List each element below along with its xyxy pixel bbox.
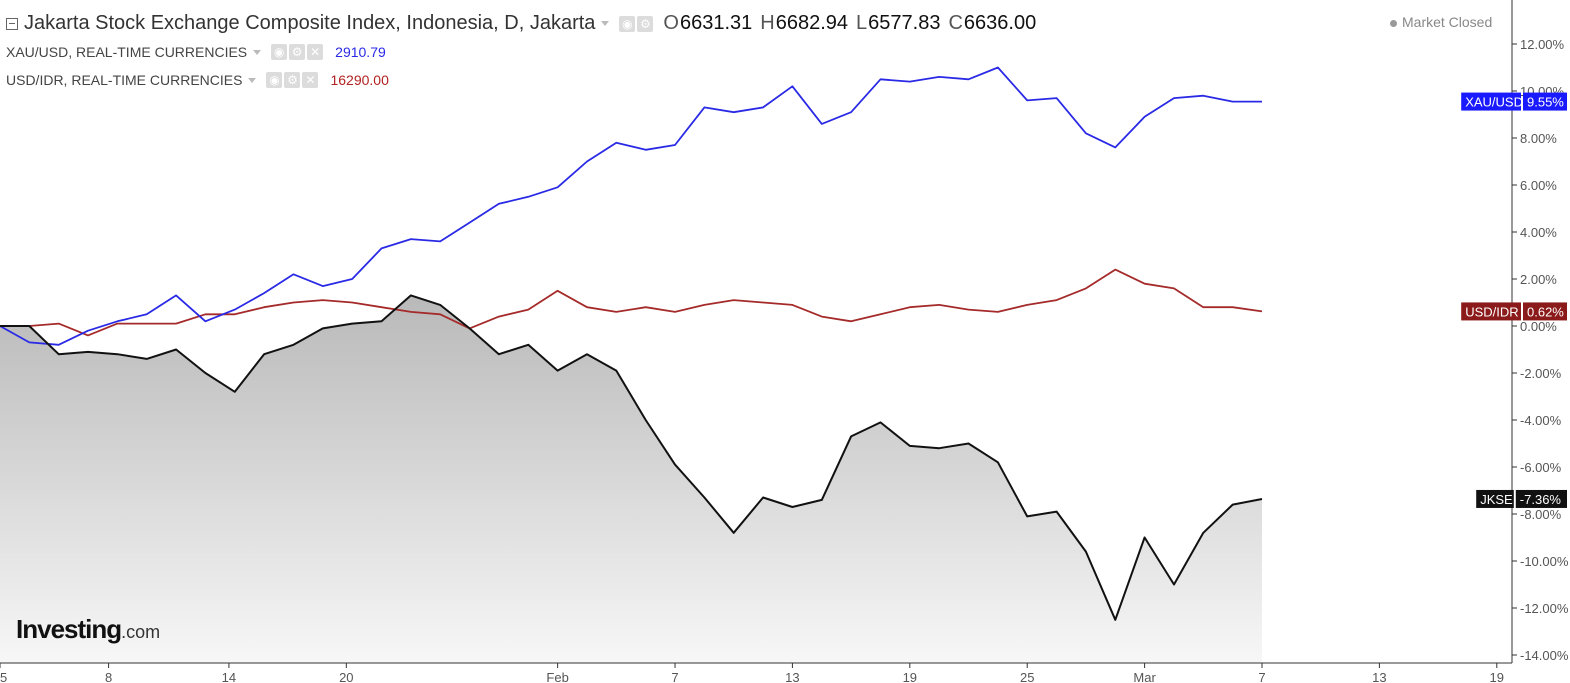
- investing-logo: Investing.com: [16, 614, 160, 645]
- market-status-text: Market Closed: [1402, 14, 1493, 30]
- y-tick-label: -8.00%: [1520, 507, 1562, 522]
- legend-row-xau: XAU/USD, REAL-TIME CURRENCIES ◉ ⚙ ✕ 2910…: [6, 44, 386, 60]
- badge-value: -7.36%: [1520, 492, 1562, 507]
- badge-name-bg: [1461, 302, 1521, 321]
- x-tick-label: 13: [1372, 670, 1386, 683]
- ohlc-low-value: 6577.83: [868, 12, 941, 34]
- price-badge-xau-usd: XAU/USD 9.55%: [1461, 92, 1567, 111]
- legend-row-idr: USD/IDR, REAL-TIME CURRENCIES ◉ ⚙ ✕ 1629…: [6, 72, 389, 88]
- x-tick-label: Feb: [546, 670, 568, 683]
- badge-value-bg: [1523, 92, 1567, 111]
- badge-name: XAU/USD: [1465, 95, 1523, 110]
- x-tick-label: Mar: [1133, 670, 1156, 683]
- price-badge-jkse: JKSE -7.36%: [1476, 489, 1567, 508]
- badge-value: 0.62%: [1527, 304, 1564, 319]
- badge-name-bg: [1476, 489, 1514, 508]
- x-tick-label: 19: [903, 670, 917, 683]
- badge-name-bg: [1461, 92, 1521, 111]
- y-tick-label: 12.00%: [1520, 37, 1565, 52]
- logo-suffix: .com: [121, 622, 161, 642]
- series-line-jkse: [0, 294, 1263, 621]
- x-tick-label: 25: [1020, 670, 1034, 683]
- gear-icon[interactable]: ⚙: [637, 15, 654, 32]
- chevron-down-icon[interactable]: [248, 77, 257, 83]
- legend-label-idr: USD/IDR, REAL-TIME CURRENCIES: [6, 72, 243, 88]
- x-tick-label: 8: [105, 670, 112, 683]
- y-tick-label: -14.00%: [1520, 648, 1569, 663]
- ohlc-open-key: O: [663, 12, 679, 34]
- collapse-icon[interactable]: [6, 17, 18, 30]
- ohlc-open-value: 6631.31: [679, 12, 753, 34]
- badge-value-bg: [1523, 302, 1567, 321]
- y-tick-label: -10.00%: [1520, 554, 1569, 569]
- x-tick-label: 7: [671, 670, 678, 683]
- y-tick-label: 6.00%: [1520, 178, 1557, 193]
- gear-icon[interactable]: ⚙: [289, 44, 306, 60]
- ohlc-close-key: C: [948, 12, 963, 34]
- x-tick-label: 13: [785, 670, 799, 683]
- close-icon[interactable]: ✕: [307, 44, 324, 60]
- y-tick-label: -6.00%: [1520, 460, 1562, 475]
- main-symbol-row: Jakarta Stock Exchange Composite Index, …: [6, 12, 1036, 35]
- y-tick-label: 2.00%: [1520, 272, 1557, 287]
- ohlc-high-key: H: [760, 12, 775, 34]
- ohlc-low-key: L: [856, 12, 868, 34]
- chart-title: Jakarta Stock Exchange Composite Index, …: [24, 12, 596, 34]
- ohlc-high-value: 6682.94: [775, 12, 849, 34]
- price-badge-usd-idr: USD/IDR 0.62%: [1461, 302, 1567, 321]
- badge-value: 9.55%: [1527, 95, 1564, 110]
- chevron-down-icon[interactable]: [253, 49, 262, 55]
- eye-icon[interactable]: ◉: [266, 72, 283, 88]
- x-tick-label: 5: [0, 670, 7, 683]
- legend-value-xau: 2910.79: [335, 44, 386, 60]
- eye-icon[interactable]: ◉: [271, 44, 288, 60]
- legend-label-xau: XAU/USD, REAL-TIME CURRENCIES: [6, 44, 248, 60]
- status-dot-icon: [1390, 19, 1397, 27]
- x-tick-label: 20: [339, 670, 353, 683]
- gear-icon[interactable]: ⚙: [284, 72, 301, 88]
- x-tick-label: 19: [1490, 670, 1504, 683]
- badge-name: USD/IDR: [1465, 304, 1518, 319]
- close-icon[interactable]: ✕: [302, 72, 319, 88]
- chevron-down-icon[interactable]: [601, 21, 610, 26]
- y-tick-label: 0.00%: [1520, 319, 1557, 334]
- eye-icon[interactable]: ◉: [619, 15, 636, 32]
- y-tick-label: 4.00%: [1520, 225, 1557, 240]
- legend-value-idr: 16290.00: [330, 72, 389, 88]
- series-line-usd-idr: [0, 268, 1263, 337]
- x-tick-label: 7: [1258, 670, 1265, 683]
- y-tick-label: -12.00%: [1520, 601, 1569, 616]
- market-status: Market Closed: [1390, 14, 1492, 30]
- series-area-jkse: [0, 295, 1262, 663]
- y-tick-label: -2.00%: [1520, 366, 1562, 381]
- y-tick-label: 8.00%: [1520, 131, 1557, 146]
- series-line-xau-usd: [0, 66, 1262, 346]
- y-tick-label: -4.00%: [1520, 413, 1562, 428]
- ohlc-close-value: 6636.00: [963, 12, 1037, 34]
- logo-wordmark: Investing: [16, 614, 122, 644]
- badge-value-bg: [1515, 489, 1567, 508]
- badge-name: JKSE: [1480, 492, 1513, 507]
- x-tick-label: 14: [222, 670, 236, 683]
